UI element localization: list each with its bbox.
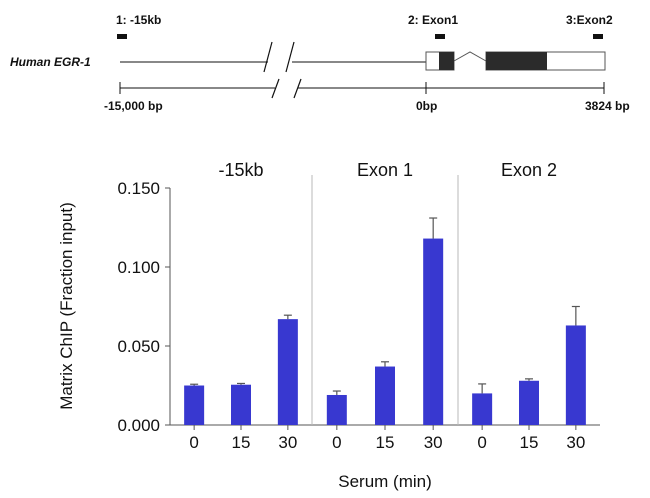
- scale-label-start: -15,000 bp: [104, 99, 163, 113]
- x-tick-label: 0: [332, 433, 341, 452]
- site-label-15kb: 1: -15kb: [116, 13, 161, 27]
- gene-break-mark-1: [263, 41, 273, 73]
- bar: [375, 366, 395, 425]
- scale-label-zero: 0bp: [416, 99, 437, 113]
- site-label-exon1: 2: Exon1: [408, 13, 458, 27]
- bar: [326, 394, 347, 425]
- bar: [423, 238, 444, 425]
- panel-title: Exon 2: [501, 160, 557, 180]
- scale-label-end: 3824 bp: [585, 99, 630, 113]
- panel-title: Exon 1: [357, 160, 413, 180]
- bar: [277, 319, 298, 425]
- y-tick-label: 0.050: [117, 337, 160, 356]
- scale-break-mark-1: [271, 78, 280, 99]
- exon1-coding: [439, 52, 454, 70]
- gene-name: Human EGR-1: [10, 55, 91, 69]
- chart: 0.000 0.050 0.100 0.150 Matrix ChIP (Fractio…: [57, 160, 600, 491]
- gene-map: 1: -15kb 2: Exon1 3:Exon2 Human EGR-1 -1…: [10, 13, 630, 113]
- intron-line: [453, 51, 487, 62]
- x-axis-label: Serum (min): [338, 472, 432, 491]
- bar: [231, 384, 251, 425]
- site-label-exon2: 3:Exon2: [566, 13, 613, 27]
- y-tick-label: 0.000: [117, 416, 160, 435]
- exon2-coding: [486, 52, 547, 70]
- y-tick-label: 0.150: [117, 179, 160, 198]
- bar: [565, 325, 586, 425]
- x-tick-label: 30: [278, 433, 297, 452]
- x-tick-label: 15: [520, 433, 539, 452]
- panel-title: -15kb: [218, 160, 263, 180]
- site-marker-exon2: [593, 34, 603, 39]
- scale-break-mark-2: [293, 78, 302, 99]
- gene-break-mark-2: [285, 41, 295, 73]
- site-marker-15kb: [117, 34, 127, 39]
- x-tick-label: 0: [477, 433, 486, 452]
- x-tick-label: 30: [566, 433, 585, 452]
- bar: [184, 385, 205, 425]
- y-axis-label: Matrix ChIP (Fraction input): [57, 202, 76, 410]
- x-tick-label: 15: [376, 433, 395, 452]
- bar: [519, 380, 539, 425]
- x-tick-label: 30: [424, 433, 443, 452]
- site-marker-exon1: [435, 34, 445, 39]
- bar: [472, 393, 493, 425]
- y-tick-label: 0.100: [117, 258, 160, 277]
- x-tick-label: 0: [189, 433, 198, 452]
- x-tick-label: 15: [232, 433, 251, 452]
